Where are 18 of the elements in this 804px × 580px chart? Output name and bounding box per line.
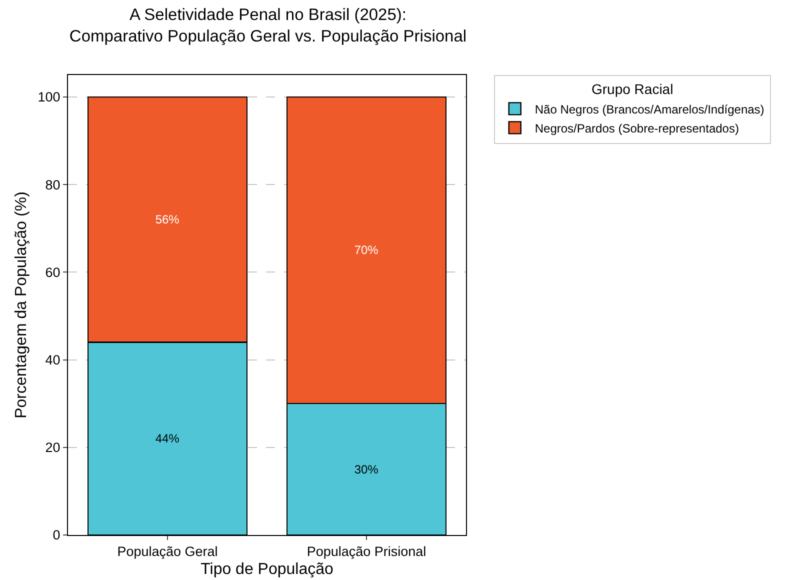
data-label: 44% bbox=[155, 432, 180, 446]
x-tick-label: População Geral bbox=[117, 544, 218, 560]
y-tick-label: 60 bbox=[45, 264, 60, 280]
y-tick-label: 80 bbox=[45, 177, 60, 192]
y-tick-label: 100 bbox=[38, 90, 60, 105]
legend-title: Grupo Racial bbox=[592, 81, 674, 98]
data-label: 56% bbox=[155, 212, 180, 227]
data-label: 70% bbox=[354, 243, 379, 258]
chart-title: A Seletividade Penal no Brasil (2025): Comparativo População Geral vs. População Prisional bbox=[69, 6, 467, 46]
x-tick-label: População Prisional bbox=[306, 544, 426, 560]
y-tick-label: 20 bbox=[45, 440, 60, 456]
data-label: 30% bbox=[354, 462, 379, 476]
legend-label: Negros/Pardos (Sobre-representados) bbox=[534, 121, 739, 136]
y-tick-label: 40 bbox=[45, 352, 60, 368]
legend-label: Não Negros (Brancos/Amarelos/Indígenas) bbox=[534, 102, 764, 116]
x-axis-title: Tipo de População bbox=[200, 560, 334, 578]
y-tick-label: 0 bbox=[52, 528, 60, 543]
y-axis-title: Porcentagem da População (%) bbox=[13, 192, 30, 418]
